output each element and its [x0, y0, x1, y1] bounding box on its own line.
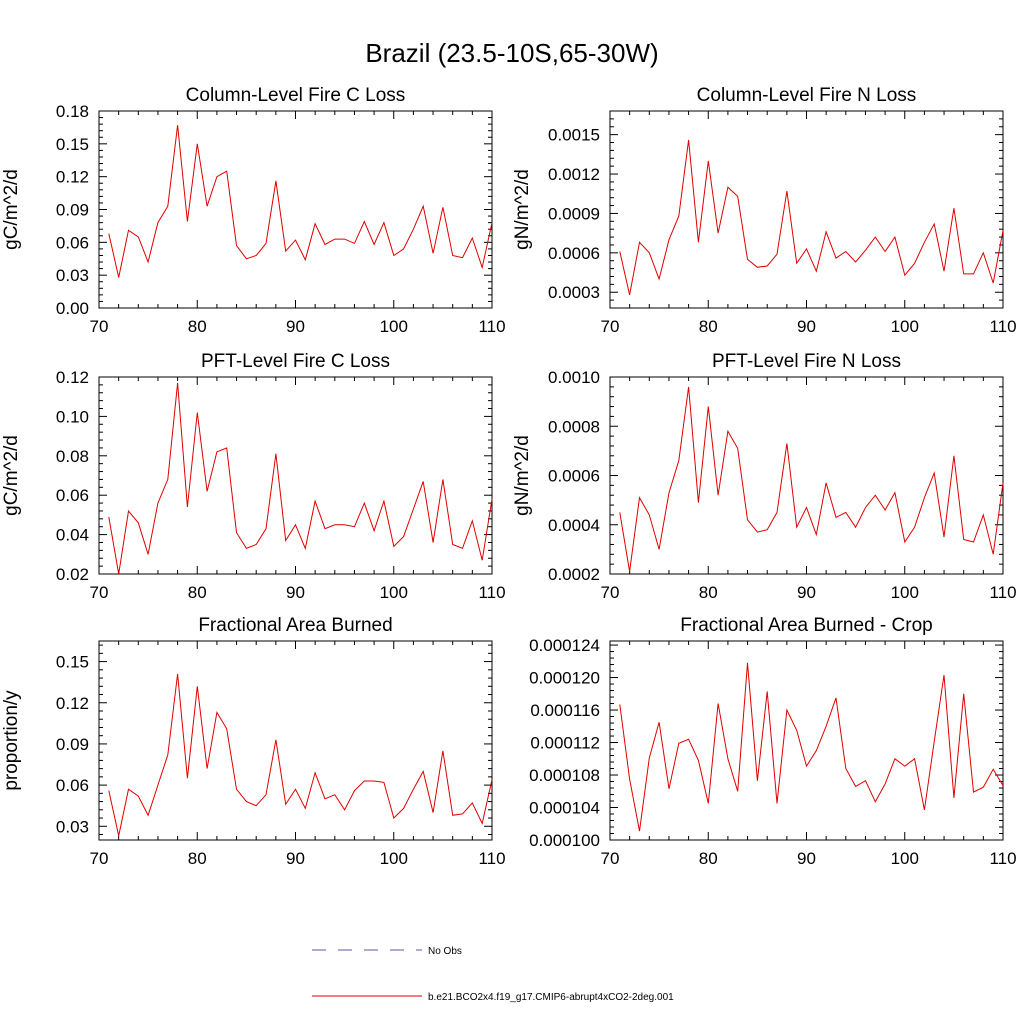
x-tick-label: 100	[891, 849, 919, 868]
x-tick-label: 100	[380, 583, 408, 602]
y-tick-label: 0.000120	[529, 669, 600, 688]
y-tick-label: 0.000124	[529, 636, 600, 655]
y-tick-label: 0.04	[56, 526, 89, 545]
panel-3-series-line	[108, 382, 493, 575]
panel-3-ylabel: gC/m^2/d	[1, 435, 22, 516]
x-tick-label: 80	[699, 849, 718, 868]
panel-5-title: Fractional Area Burned	[198, 615, 392, 636]
panel-1: Column-Level Fire C Loss 70 80 90 100 110 0.00…	[1, 85, 506, 336]
x-tick-label: 100	[380, 849, 408, 868]
x-tick-label: 110	[989, 849, 1016, 868]
panel-2-title: Column-Level Fire N Loss	[697, 85, 917, 106]
y-tick-label: 0.12	[56, 694, 89, 713]
panel-2-ylabel: gN/m^2/d	[512, 169, 533, 250]
y-tick-label: 0.18	[56, 102, 89, 121]
panel-6-frame	[609, 640, 1004, 841]
panel-1-series-line	[108, 125, 493, 278]
y-tick-label: 0.0006	[548, 467, 600, 486]
y-tick-label: 0.0012	[548, 165, 600, 184]
x-tick-label: 90	[286, 583, 305, 602]
panel-2-frame	[609, 110, 1004, 309]
y-tick-label: 0.000104	[529, 799, 600, 818]
y-tick-label: 0.03	[56, 817, 89, 836]
y-tick-label: 0.15	[56, 135, 89, 154]
y-tick-label: 0.08	[56, 447, 89, 466]
panel-6: Fractional Area Burned - Crop 70 80 90 100 11…	[529, 615, 1016, 868]
y-tick-label: 0.10	[56, 407, 89, 426]
panel-3-title: PFT-Level Fire C Loss	[201, 351, 390, 372]
x-tick-label: 100	[891, 583, 919, 602]
y-tick-label: 0.06	[56, 233, 89, 252]
x-tick-label: 70	[90, 583, 109, 602]
panels: Column-Level Fire C Loss 70 80 90 100 110 0.00…	[1, 85, 1017, 868]
y-tick-label: 0.000108	[529, 766, 600, 785]
x-tick-label: 110	[478, 849, 505, 868]
x-tick-label: 90	[286, 849, 305, 868]
panel-6-title: Fractional Area Burned - Crop	[680, 615, 932, 636]
y-tick-label: 0.06	[56, 776, 89, 795]
x-tick-label: 80	[188, 583, 207, 602]
y-tick-label: 0.09	[56, 735, 89, 754]
x-tick-label: 90	[286, 317, 305, 336]
panel-3-frame	[98, 376, 493, 575]
y-tick-label: 0.02	[56, 565, 89, 584]
y-tick-label: 0.0010	[548, 368, 600, 387]
x-tick-label: 100	[891, 317, 919, 336]
panel-4-title: PFT-Level Fire N Loss	[712, 351, 901, 372]
y-tick-label: 0.0009	[548, 204, 600, 223]
x-tick-label: 80	[188, 317, 207, 336]
x-tick-label: 80	[188, 849, 207, 868]
panel-2: Column-Level Fire N Loss 70 80 90 100 110 0.00…	[512, 85, 1017, 336]
panel-2-series-line	[619, 139, 1004, 296]
x-tick-label: 70	[90, 849, 109, 868]
x-tick-label: 110	[989, 583, 1016, 602]
panel-5: Fractional Area Burned 70 80 90 100 110 0.03 0.…	[1, 615, 506, 868]
x-tick-label: 70	[601, 849, 620, 868]
panel-1-title: Column-Level Fire C Loss	[186, 85, 406, 106]
y-tick-label: 0.0004	[548, 516, 600, 535]
panel-1-ylabel: gC/m^2/d	[1, 169, 22, 250]
y-tick-label: 0.000116	[530, 701, 600, 720]
x-tick-label: 70	[601, 583, 620, 602]
y-tick-label: 0.09	[56, 201, 89, 220]
y-tick-label: 0.0006	[548, 244, 600, 263]
x-tick-label: 90	[797, 849, 816, 868]
x-tick-label: 110	[478, 583, 505, 602]
panel-5-series-line	[108, 673, 493, 837]
x-tick-label: 70	[90, 317, 109, 336]
panel-4-frame	[609, 376, 1004, 575]
panel-4-series-line	[619, 386, 1004, 572]
y-tick-label: 0.12	[56, 168, 89, 187]
x-tick-label: 80	[699, 583, 718, 602]
y-tick-label: 0.0002	[548, 565, 600, 584]
x-tick-label: 100	[380, 317, 408, 336]
x-tick-label: 90	[797, 583, 816, 602]
panel-5-ylabel: proportion/y	[1, 690, 22, 791]
legend-label-model: b.e21.BCO2x4.f19_g17.CMIP6-abrupt4xCO2-2…	[428, 992, 674, 1003]
y-tick-label: 0.00	[56, 299, 89, 318]
x-tick-label: 80	[699, 317, 718, 336]
y-tick-label: 0.03	[56, 266, 89, 285]
y-tick-label: 0.0015	[548, 126, 600, 145]
figure-title: Brazil (23.5-10S,65-30W)	[365, 38, 658, 68]
legend-label-no-obs: No Obs	[428, 946, 462, 957]
y-tick-label: 0.15	[56, 653, 89, 672]
panel-4: PFT-Level Fire N Loss 70 80 90 100 110 0.0002 0…	[512, 351, 1017, 602]
legend: No Obs b.e21.BCO2x4.f19_g17.CMIP6-abrupt…	[312, 946, 674, 1003]
panel-6-series-line	[619, 662, 1004, 832]
panel-3: PFT-Level Fire C Loss 70 80 90 100 110 0.02 0.0…	[1, 351, 506, 602]
y-tick-label: 0.12	[56, 368, 89, 387]
x-tick-label: 90	[797, 317, 816, 336]
y-tick-label: 0.000100	[529, 831, 600, 850]
y-tick-label: 0.0003	[548, 283, 600, 302]
y-tick-label: 0.06	[56, 486, 89, 505]
y-tick-label: 0.000112	[530, 734, 600, 753]
y-tick-label: 0.0008	[548, 417, 600, 436]
panel-4-ylabel: gN/m^2/d	[512, 435, 533, 516]
panel-1-frame	[98, 110, 493, 309]
x-tick-label: 70	[601, 317, 620, 336]
x-tick-label: 110	[478, 317, 505, 336]
x-tick-label: 110	[989, 317, 1016, 336]
